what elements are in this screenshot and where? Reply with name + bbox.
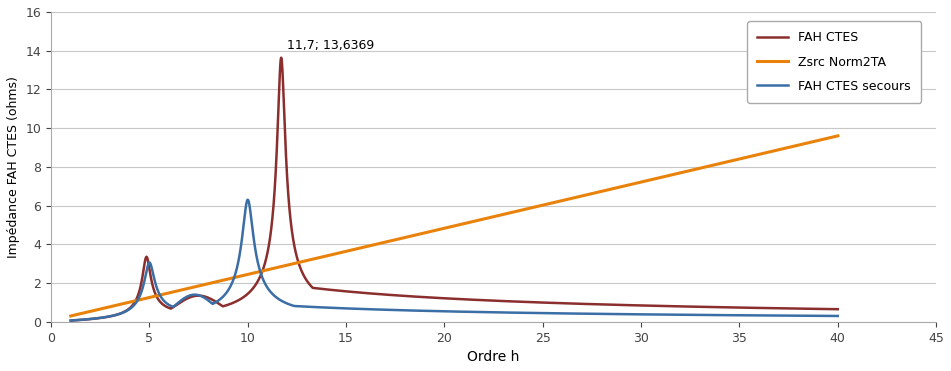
FAH CTES secours	[242, 197, 253, 202]
FAH CTES	[808, 306, 820, 311]
Line: FAH CTES: FAH CTES	[70, 58, 838, 321]
FAH CTES	[394, 293, 405, 298]
Zsrc Norm2TA	[622, 183, 633, 187]
Line: FAH CTES secours: FAH CTES secours	[70, 200, 838, 321]
FAH CTES secours	[430, 309, 441, 313]
FAH CTES secours	[770, 313, 782, 318]
Zsrc Norm2TA	[770, 148, 782, 152]
FAH CTES secours	[623, 312, 634, 316]
Y-axis label: Impédance FAH CTES (ohms): Impédance FAH CTES (ohms)	[7, 76, 20, 258]
Zsrc Norm2TA	[65, 314, 76, 318]
Zsrc Norm2TA	[387, 238, 398, 243]
FAH CTES secours	[832, 314, 844, 318]
Zsrc Norm2TA	[430, 228, 441, 233]
FAH CTES	[387, 293, 398, 298]
Text: 11,7; 13,6369: 11,7; 13,6369	[287, 39, 375, 52]
Zsrc Norm2TA	[394, 237, 405, 241]
FAH CTES	[430, 296, 441, 300]
FAH CTES secours	[808, 313, 820, 318]
Zsrc Norm2TA	[808, 139, 820, 144]
Line: Zsrc Norm2TA: Zsrc Norm2TA	[70, 136, 838, 316]
FAH CTES secours	[394, 308, 405, 312]
FAH CTES secours	[387, 308, 398, 312]
FAH CTES secours	[65, 318, 76, 323]
FAH CTES	[623, 303, 634, 307]
FAH CTES	[65, 318, 76, 323]
FAH CTES	[276, 56, 287, 60]
FAH CTES	[770, 306, 782, 311]
X-axis label: Ordre h: Ordre h	[468, 350, 520, 364]
Legend: FAH CTES, Zsrc Norm2TA, FAH CTES secours: FAH CTES, Zsrc Norm2TA, FAH CTES secours	[747, 21, 921, 103]
FAH CTES	[832, 307, 844, 311]
Zsrc Norm2TA	[832, 134, 844, 138]
